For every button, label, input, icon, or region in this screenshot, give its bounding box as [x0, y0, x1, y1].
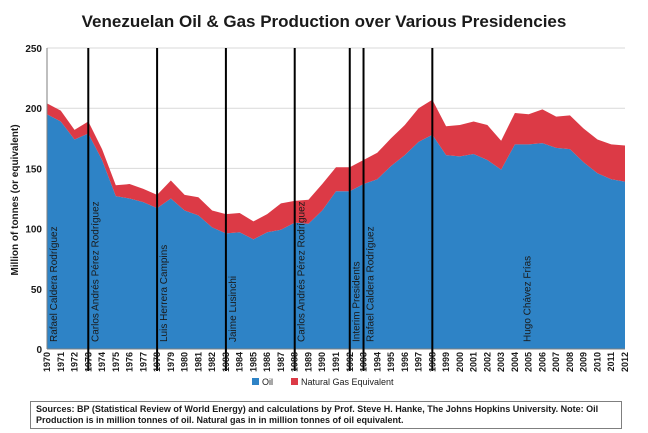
area-series-natural-gas — [47, 99, 625, 240]
x-tick-label: 2000 — [455, 352, 465, 372]
x-tick-label: 1996 — [400, 352, 410, 372]
x-tick-label: 1971 — [56, 352, 66, 372]
x-tick-label: 1999 — [441, 352, 451, 372]
x-tick-label: 1978 — [152, 352, 162, 372]
x-tick-label: 2005 — [524, 352, 534, 372]
legend: Oil Natural Gas Equivalent — [252, 377, 394, 387]
x-tick-label: 1976 — [125, 352, 135, 372]
x-tick-label: 1982 — [207, 352, 217, 372]
y-tick-label: 250 — [25, 44, 42, 55]
x-tick-label: 1986 — [262, 352, 272, 372]
x-tick-label: 1983 — [221, 352, 231, 372]
presidency-label: Hugo Chávez Frías — [523, 256, 534, 342]
x-tick-label: 1992 — [345, 352, 355, 372]
y-axis-label: Million of tonnes (or equivalent) — [10, 124, 21, 275]
x-tick-label: 1994 — [372, 352, 382, 372]
x-tick-label: 1988 — [290, 352, 300, 372]
x-tick-label: 1987 — [276, 352, 286, 372]
area-series-oil — [47, 114, 625, 349]
x-tick-label: 1993 — [359, 352, 369, 372]
x-tick-label: 1975 — [111, 352, 121, 372]
x-tick-label: 2009 — [579, 352, 589, 372]
x-tick-label: 1977 — [138, 352, 148, 372]
x-tick-label: 1998 — [427, 352, 437, 372]
x-tick-label: 2004 — [510, 352, 520, 372]
x-tick-label: 1995 — [386, 352, 396, 372]
x-tick-label: 1990 — [317, 352, 327, 372]
legend-label: Natural Gas Equivalent — [301, 377, 394, 387]
presidency-label: Luis Herrera Campins — [159, 245, 170, 342]
x-tick-label: 1970 — [42, 352, 52, 372]
presidency-dividers — [87, 48, 434, 371]
y-tick-labels: 0 50 100 150 200 250 — [25, 44, 42, 356]
y-tick-label: 200 — [25, 104, 42, 115]
x-tick-label: 1972 — [70, 352, 80, 372]
x-tick-label: 2002 — [482, 352, 492, 372]
x-tick-label: 1985 — [248, 352, 258, 372]
y-tick-label: 50 — [31, 285, 43, 296]
area-series — [47, 99, 625, 349]
presidency-label: Rafael Caldera Rodríguez — [49, 226, 60, 342]
y-tick-label: 100 — [25, 225, 42, 236]
y-tick-label: 150 — [25, 164, 42, 175]
x-tick-label: 2011 — [606, 352, 616, 372]
legend-label: Oil — [262, 377, 273, 387]
x-tick-label: 1974 — [97, 352, 107, 372]
presidency-labels: Rafael Caldera Rodríguez Carlos Andrés Pé… — [49, 201, 534, 342]
legend-swatch-natural-gas — [291, 378, 298, 385]
x-tick-label: 1997 — [414, 352, 424, 372]
x-tick-label: 2010 — [592, 352, 602, 372]
presidency-label: Carlos Andrés Pérez Rodríguez — [297, 201, 308, 342]
x-tick-label: 2007 — [551, 352, 561, 372]
presidency-label: Jaime Lusinchi — [228, 276, 239, 342]
axes — [46, 48, 625, 350]
x-tick-label: 1989 — [303, 352, 313, 372]
x-tick-labels: 1970 1971 1972 1973 1974 1975 1976 1977 1978 1979… — [42, 352, 630, 372]
x-tick-label: 1979 — [166, 352, 176, 372]
x-tick-label: 1991 — [331, 352, 341, 372]
x-tick-label: 1980 — [180, 352, 190, 372]
presidency-label: Carlos Andrés Pérez Rodríguez — [90, 201, 101, 342]
y-tick-label: 0 — [36, 345, 42, 356]
presidency-label: Interim Presidents — [352, 261, 363, 342]
x-tick-label: 2003 — [496, 352, 506, 372]
chart-title: Venezuelan Oil & Gas Production over Var… — [81, 12, 567, 31]
presidency-label: Rafael Caldera Rodríguez — [366, 226, 377, 342]
source-note: Sources: BP (Statistical Review of World… — [30, 401, 622, 429]
x-tick-label: 2006 — [537, 352, 547, 372]
x-tick-label: 2008 — [565, 352, 575, 372]
legend-swatch-oil — [252, 378, 259, 385]
x-tick-label: 2012 — [620, 352, 630, 372]
x-tick-label: 1981 — [193, 352, 203, 372]
x-tick-label: 1973 — [83, 352, 93, 372]
x-tick-label: 1984 — [235, 352, 245, 372]
x-tick-label: 2001 — [469, 352, 479, 372]
